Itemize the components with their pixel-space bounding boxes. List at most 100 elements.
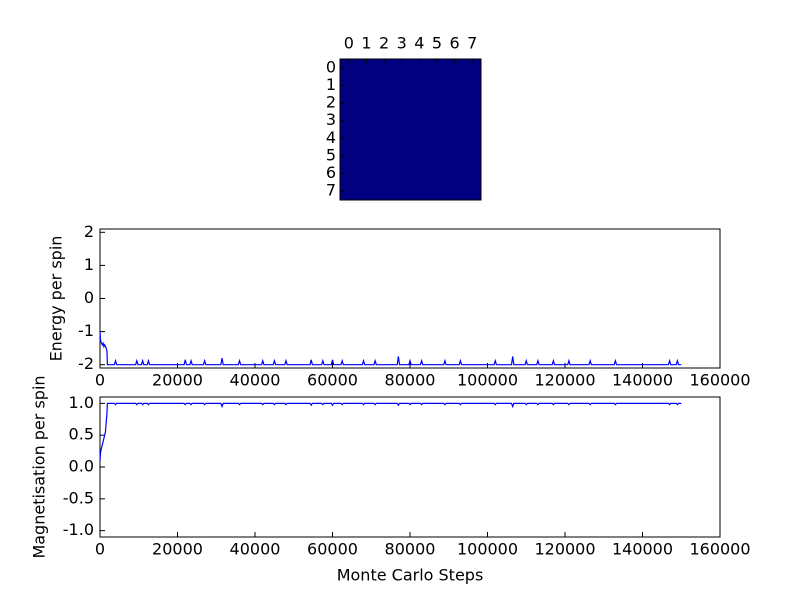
frame: [339, 58, 482, 201]
y-tick-label: 5: [326, 145, 336, 164]
cell: [392, 94, 411, 113]
y-tick-label: 6: [326, 163, 336, 182]
x-axis-label: Monte Carlo Steps: [337, 566, 484, 585]
cell: [340, 111, 359, 130]
cell: [445, 94, 464, 113]
cell: [340, 129, 359, 148]
y-tick-label: -1.0: [63, 520, 94, 539]
cell: [428, 164, 447, 183]
y-tick-label: -2: [78, 354, 94, 373]
x-tick-label: 40000: [230, 540, 281, 559]
y-tick-label: 0: [326, 57, 336, 76]
frame: [99, 228, 721, 369]
cell: [410, 182, 429, 201]
x-tick-label: 7: [467, 34, 477, 53]
cell: [392, 59, 411, 78]
cell: [392, 76, 411, 95]
cell: [340, 147, 359, 166]
cell: [410, 94, 429, 113]
x-tick-label: 1: [361, 34, 371, 53]
x-tick-label: 4: [414, 34, 424, 53]
cell: [375, 94, 394, 113]
x-tick-label: 120000: [534, 540, 595, 559]
x-tick-label: 60000: [307, 540, 358, 559]
y-tick-label: 1: [84, 255, 94, 274]
y-tick-label: 2: [326, 93, 336, 112]
cell: [463, 129, 482, 148]
x-tick-label: 100000: [457, 540, 518, 559]
cell: [340, 182, 359, 201]
cell: [445, 182, 464, 201]
cell: [445, 147, 464, 166]
y-axis-label: Magnetisation per spin: [30, 375, 49, 558]
cell: [357, 164, 376, 183]
cell: [428, 182, 447, 201]
y-tick-label: -1: [78, 321, 94, 340]
y-tick-label: 0.0: [69, 457, 94, 476]
x-tick-label: 20000: [152, 540, 203, 559]
cell: [410, 164, 429, 183]
cell: [375, 147, 394, 166]
x-tick-label: 6: [449, 34, 459, 53]
cell: [463, 182, 482, 201]
cell: [463, 94, 482, 113]
frame: [99, 396, 721, 538]
line: [99, 331, 682, 366]
x-tick-label: 20000: [152, 371, 203, 390]
cell: [410, 59, 429, 78]
x-tick-label: 140000: [612, 540, 673, 559]
cell: [340, 76, 359, 95]
y-tick-label: 4: [326, 128, 336, 147]
cell: [445, 164, 464, 183]
cell: [357, 147, 376, 166]
cell: [428, 111, 447, 130]
x-tick-label: 2: [379, 34, 389, 53]
cell: [357, 129, 376, 148]
cell: [340, 94, 359, 113]
y-tick-label: -0.5: [63, 488, 94, 507]
cell: [392, 182, 411, 201]
x-tick-label: 0: [95, 540, 105, 559]
y-tick-label: 3: [326, 110, 336, 129]
cell: [410, 76, 429, 95]
cell: [445, 59, 464, 78]
x-tick-label: 140000: [612, 371, 673, 390]
cell: [445, 76, 464, 95]
cell: [445, 129, 464, 148]
x-tick-label: 160000: [689, 540, 750, 559]
cell: [392, 147, 411, 166]
y-tick-label: 2: [84, 222, 94, 241]
cell: [357, 59, 376, 78]
cell: [463, 147, 482, 166]
cell: [357, 182, 376, 201]
cell: [375, 182, 394, 201]
line: [99, 402, 682, 461]
cell: [428, 59, 447, 78]
x-tick-label: 0: [344, 34, 354, 53]
x-tick-label: 80000: [385, 540, 436, 559]
cell: [340, 164, 359, 183]
cell: [463, 164, 482, 183]
y-tick-label: 1: [326, 75, 336, 94]
cell: [392, 129, 411, 148]
x-tick-label: 40000: [230, 371, 281, 390]
cell: [445, 111, 464, 130]
cell: [428, 147, 447, 166]
cell: [392, 111, 411, 130]
cell: [375, 111, 394, 130]
cell: [357, 94, 376, 113]
cell: [410, 129, 429, 148]
y-tick-label: 1.0: [69, 393, 94, 412]
cell: [410, 147, 429, 166]
cell: [357, 76, 376, 95]
x-tick-label: 80000: [385, 371, 436, 390]
y-tick-label: 0.5: [69, 425, 94, 444]
y-axis-label: Energy per spin: [47, 236, 66, 362]
cell: [428, 129, 447, 148]
cell: [410, 111, 429, 130]
cell: [375, 76, 394, 95]
x-tick-label: 60000: [307, 371, 358, 390]
cell: [392, 164, 411, 183]
